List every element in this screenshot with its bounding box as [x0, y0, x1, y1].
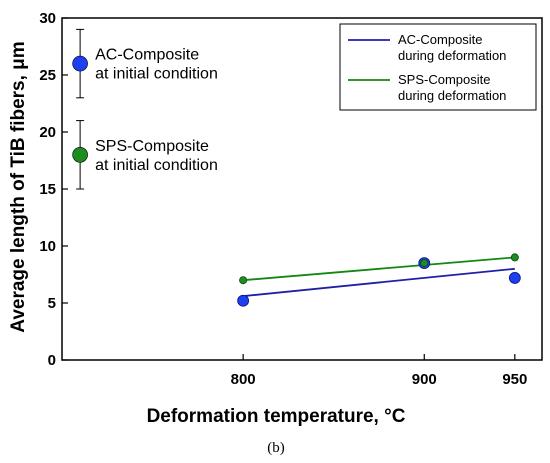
x-tick-label: 900 [412, 371, 437, 388]
initial-label-line1: AC-Composite [95, 47, 199, 64]
initial-label-line2: at initial condition [95, 157, 218, 174]
legend-label-2-line1: SPS-Composite [398, 72, 490, 87]
x-axis-title: Deformation temperature, °C [147, 406, 406, 427]
y-tick-label: 20 [39, 124, 56, 141]
y-tick-label: 5 [48, 295, 56, 312]
y-axis-title: Average length of TiB fibers, μm [8, 41, 29, 332]
legend-label-2-line2: during deformation [398, 88, 506, 103]
data-points [237, 253, 521, 307]
fit-lines [243, 256, 515, 298]
series-point-1 [508, 272, 521, 284]
plot-area: 0 5 10 15 20 25 30 800 900 950 AC-Composite at in… [39, 10, 543, 388]
y-tick-label: 10 [39, 238, 56, 255]
x-tick-label: 950 [502, 371, 527, 388]
series-point-2 [239, 276, 248, 285]
x-tick-label: 800 [231, 371, 256, 388]
x-axis: 800 900 950 [231, 354, 527, 388]
y-tick-label: 15 [39, 181, 56, 198]
series-point-2 [420, 259, 429, 268]
legend-label-1-line2: during deformation [398, 48, 506, 63]
series-line-2 [243, 256, 515, 282]
legend-label-1-line1: AC-Composite [398, 32, 483, 47]
initial-label-line2: at initial condition [95, 66, 218, 83]
y-tick-label: 0 [48, 352, 56, 369]
initial-point [72, 147, 88, 163]
y-tick-label: 25 [39, 67, 56, 84]
initial-point [72, 55, 88, 72]
series-line-1 [243, 267, 515, 298]
y-axis: 0 5 10 15 20 25 30 [39, 10, 68, 369]
y-tick-label: 30 [39, 10, 56, 27]
initial-label-line1: SPS-Composite [95, 138, 209, 155]
series-point-1 [237, 294, 250, 307]
initial-conditions: AC-Composite at initial condition SPS-Comp… [72, 28, 218, 190]
legend-box [339, 23, 537, 111]
series-point-2 [510, 253, 519, 262]
figure-caption: (b) [267, 440, 285, 456]
